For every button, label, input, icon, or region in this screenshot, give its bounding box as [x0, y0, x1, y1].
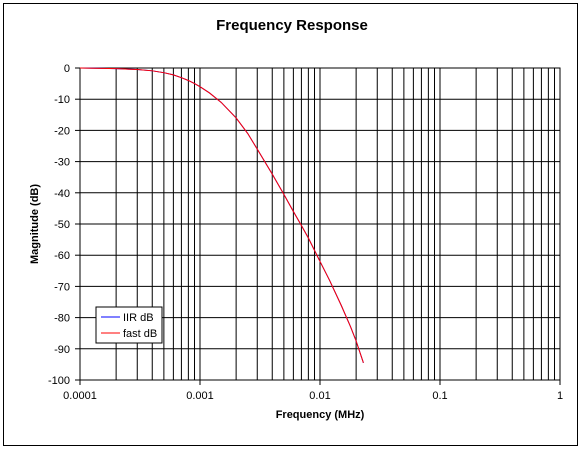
y-tick-label: -10: [54, 94, 70, 106]
y-tick-label: -60: [54, 250, 70, 262]
chart-title: Frequency Response: [216, 17, 368, 34]
y-tick-label: -80: [54, 313, 70, 325]
x-tick-label: 0.01: [309, 390, 330, 402]
tick-labels: 0.0001 0.001 0.01 0.1 1 0 -10 -20 -30 -40 -50 -60 -7…: [48, 63, 563, 402]
x-tick-label: 0.0001: [63, 390, 97, 402]
series-lines: [79, 67, 364, 363]
y-tick-label: -20: [54, 125, 70, 137]
y-tick-label: -90: [54, 344, 70, 356]
x-tick-label: 0.001: [186, 390, 214, 402]
x-axis-label: Frequency (MHz): [276, 409, 365, 421]
y-tick-label: -50: [54, 219, 70, 231]
y-tick-label: -30: [54, 157, 70, 169]
legend-label-fast: fast dB: [123, 328, 157, 340]
y-tick-label: -70: [54, 281, 70, 293]
x-tick-label: 0.1: [432, 390, 447, 402]
legend-box: [95, 306, 163, 344]
y-tick-label: -40: [54, 188, 70, 200]
y-axis-label: Magnitude (dB): [29, 184, 41, 264]
series-line-fast-db: [79, 67, 364, 363]
x-tick-label: 1: [557, 390, 563, 402]
legend-label-iir: IIR dB: [123, 312, 154, 324]
y-tick-label: -100: [48, 375, 70, 387]
y-tick-label: 0: [64, 63, 70, 75]
legend: IIR dB fast dB: [95, 306, 163, 344]
